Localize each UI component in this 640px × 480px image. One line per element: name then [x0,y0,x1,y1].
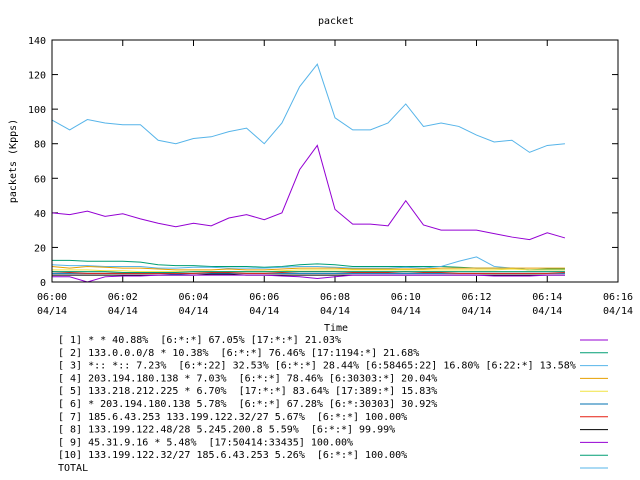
legend-label: [ 5] 133.218.212.225 * 6.70% [17:*:*] 83… [58,386,437,397]
series-line [51,256,565,271]
y-axis-label: packets (Kpps) [8,119,19,203]
legend-label: [10] 133.199.122.32/27 185.6.43.253 5.26… [58,450,407,461]
x-tick-label: 06:14 04/14 [532,292,562,317]
y-tick-label: 140 [28,36,46,47]
legend-label: [ 2] 133.0.0.0/8 * 10.38% [6:*:*] 76.46%… [58,348,419,359]
series-line [52,271,565,273]
x-tick-label: 06:10 04/14 [391,292,421,317]
legend-label: [ 7] 185.6.43.253 133.199.122.32/27 5.67… [58,412,407,423]
series-line [52,274,565,283]
series-line [51,63,565,153]
x-axis-label: Time [324,323,348,334]
x-tick-label: 06:08 04/14 [320,292,350,317]
legend-label: [ 3] *:: *:: 7.23% [6:*:22] 32.53% [6:*:… [58,361,576,372]
x-tick-label: 06:06 04/14 [249,292,279,317]
x-tick-label: 06:00 04/14 [37,292,67,317]
series-line [52,268,565,273]
x-tick-label: 06:12 04/14 [461,292,491,317]
legend-label: TOTAL [58,463,88,474]
y-tick-label: 20 [34,243,46,254]
plot-frame [51,39,619,283]
legend-label: [ 9] 45.31.9.16 * 5.48% [17:50414:33435]… [58,437,353,448]
x-tick-label: 06:04 04/14 [178,292,208,317]
legend-label: [ 6] * 203.194.180.138 5.78% [6:*:*] 67.… [58,399,437,410]
y-tick-label: 120 [28,71,46,82]
y-tick-label: 100 [28,105,46,116]
y-tick-label: 0 [40,278,46,289]
series-line [51,265,565,271]
chart-title: packet [318,16,354,27]
x-tick-label: 06:02 04/14 [108,292,138,317]
series-line [51,144,566,241]
legend-label: [ 8] 133.199.122.48/28 5.245.200.8 5.59%… [58,425,395,436]
legend-label: [ 1] * * 40.88% [6:*:*] 67.05% [17:*:*] … [58,335,341,346]
x-tick-label: 06:16 04/14 [603,292,633,317]
legend-label: [ 4] 203.194.180.138 * 7.03% [6:*:*] 78.… [58,373,437,384]
y-tick-label: 60 [34,174,46,185]
y-tick-label: 80 [34,140,46,151]
y-tick-label: 40 [34,209,46,220]
